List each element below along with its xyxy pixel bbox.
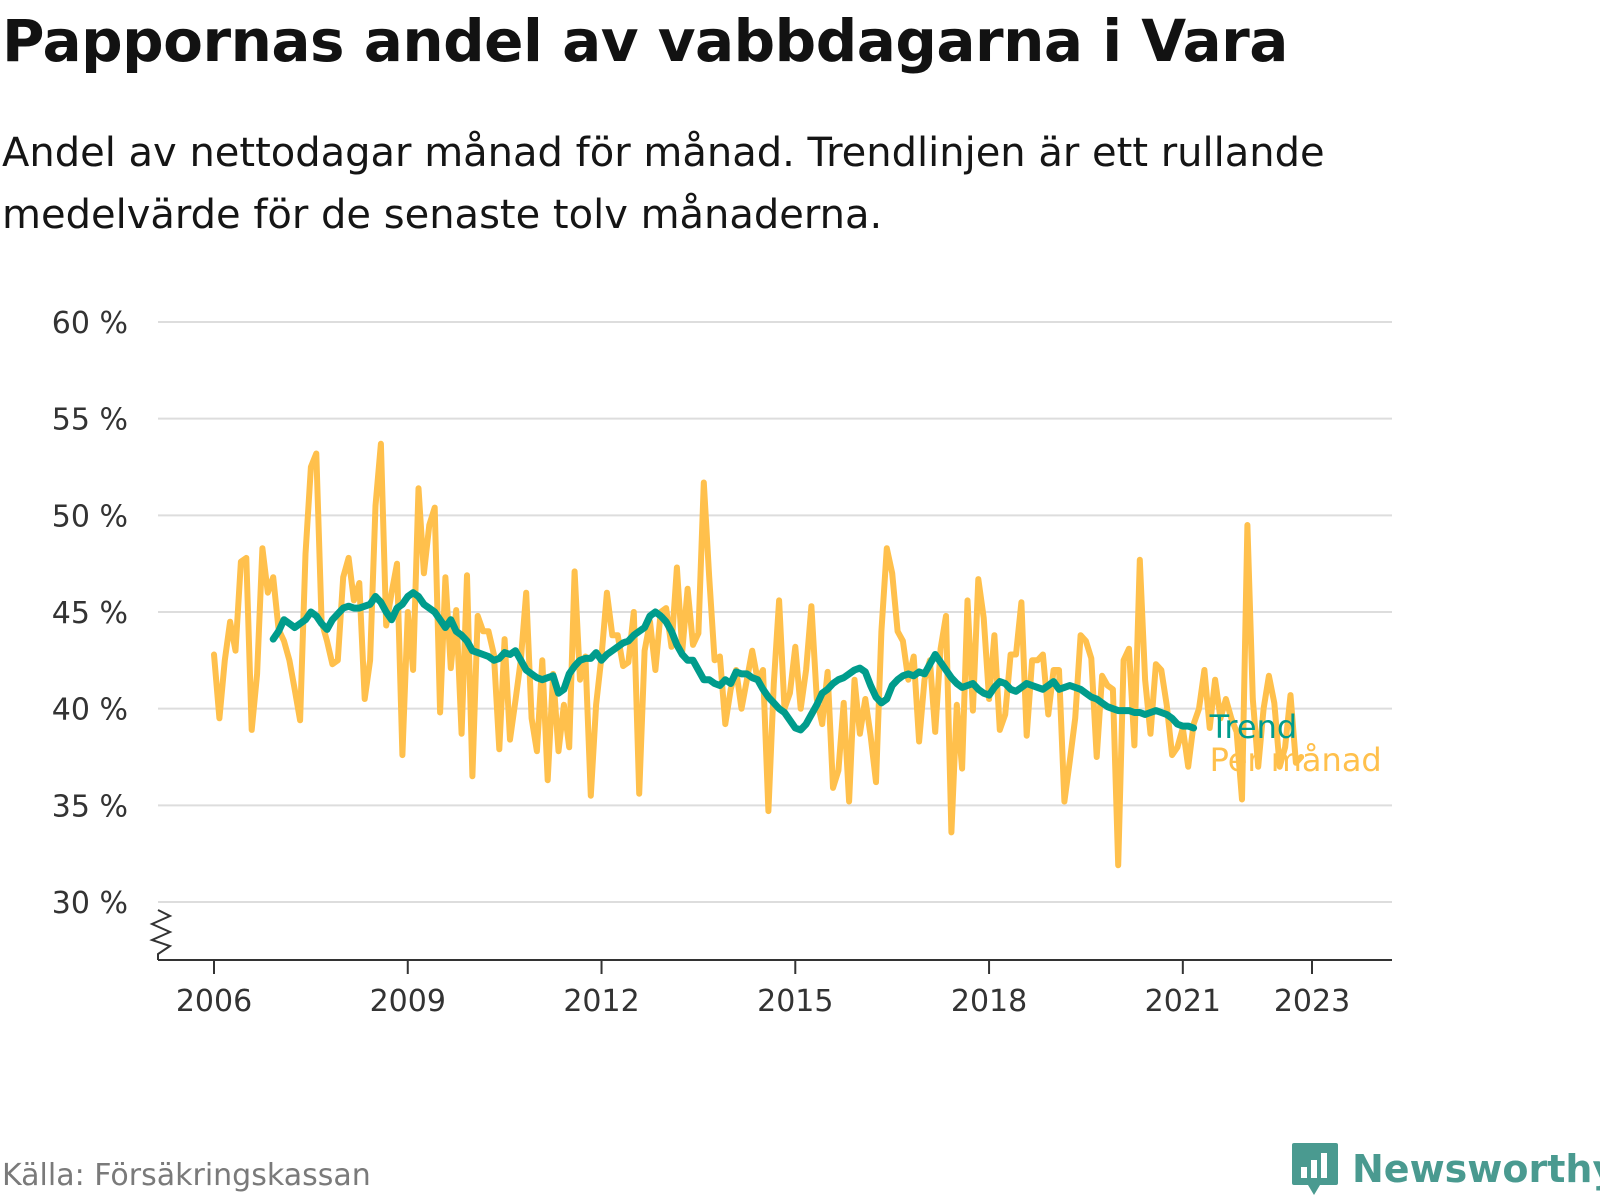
x-tick-label: 2015 [757,984,833,1019]
gridlines [158,321,1392,903]
chart-title: Pappornas andel av vabbdagarna i Vara [2,7,1288,75]
y-tick-label: 60 % [52,306,128,341]
y-tick-label: 30 % [52,886,128,921]
newsworthy-logo-icon [1292,1143,1338,1195]
brand-logo: Newsworthy [1290,1140,1600,1198]
y-axis-labels: 30 % 35 % 40 % 45 % 50 % 55 % 60 % [52,306,128,921]
monthly-line [211,440,1305,869]
x-tick-label: 2009 [370,984,446,1019]
y-tick-label: 35 % [52,789,128,824]
monthly-series-label: Per månad [1210,741,1382,779]
line-chart: 30 % 35 % 40 % 45 % 50 % 55 % 60 % 2006 2009 201… [52,306,1392,1019]
brand-name: Newsworthy [1352,1147,1600,1191]
y-tick-label: 50 % [52,499,128,534]
x-tick-label: 2018 [951,984,1027,1019]
trend-series-label: Trend [1209,708,1298,746]
series [211,440,1305,869]
x-tick-label: 2023 [1274,984,1350,1019]
chart-subtitle: Andel av nettodagar månad för månad. Tre… [2,130,1325,238]
x-tick-label: 2006 [176,984,252,1019]
y-tick-label: 40 % [52,693,128,728]
x-tick-label: 2021 [1145,984,1221,1019]
trend-line [269,589,1198,734]
x-tick-label: 2012 [563,984,639,1019]
y-tick-label: 45 % [52,596,128,631]
y-tick-label: 55 % [52,403,128,438]
axis-break-icon [149,909,173,960]
x-axis: 2006 2009 2012 2015 2018 2021 2023 [149,909,1392,1019]
source-note: Källa: Försäkringskassan [2,1158,371,1193]
